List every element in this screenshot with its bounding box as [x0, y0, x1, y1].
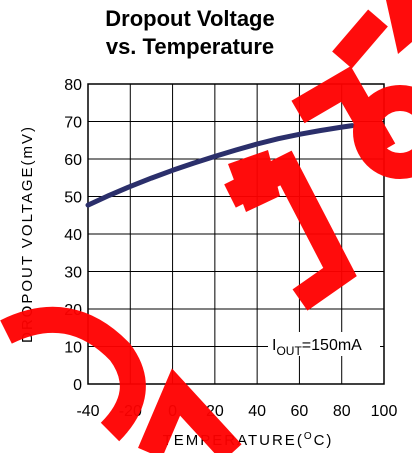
- watermark-wedge-2: [386, 0, 412, 54]
- annotation-sub: OUT: [276, 344, 302, 358]
- watermark-wedge-1: [228, 150, 280, 212]
- y-tick-label-3: 30: [64, 265, 82, 282]
- series-line-dropout: [85, 123, 355, 208]
- annotation-background: [268, 332, 380, 356]
- x-tick-label-0: -40: [76, 403, 99, 420]
- chart-title-line-2: vs. Temperature: [106, 34, 274, 59]
- y-axis-label: DROPOUT VOLTAGE(mV): [19, 125, 36, 343]
- y-tick-label-5: 50: [64, 190, 82, 207]
- plot-frame: [87, 83, 385, 385]
- y-tick-label-6: 60: [64, 152, 82, 169]
- watermark-stroke-6: [353, 85, 412, 179]
- x-axis-label: TEMPERATURE(OC): [163, 431, 334, 449]
- x-tick-label-6: 80: [333, 403, 351, 420]
- y-tick-label-4: 40: [64, 227, 82, 244]
- chart-title-line-1: Dropout Voltage: [105, 6, 274, 31]
- x-axis-label-unit: C): [314, 432, 334, 449]
- annotation-rest: =150mA: [302, 337, 362, 354]
- x-axis-label-paren: (: [297, 432, 304, 449]
- chart-title: Dropout Voltage vs. Temperature: [105, 6, 274, 59]
- annotation-main: I: [272, 337, 276, 354]
- y-tick-label-1: 10: [64, 340, 82, 357]
- watermark-stroke-2: [138, 368, 242, 453]
- x-axis-label-degree: O: [304, 431, 314, 442]
- watermark-stroke-1: [0, 306, 146, 442]
- watermark-stroke-5: [332, 9, 388, 69]
- x-tick-label-7: 100: [371, 403, 398, 420]
- current-annotation: IOUT=150mA: [268, 332, 380, 358]
- annotation-text: IOUT=150mA: [272, 337, 362, 358]
- y-tick-label-7: 70: [64, 115, 82, 132]
- x-tick-label-4: 40: [248, 403, 266, 420]
- y-tick-label-0: 0: [73, 377, 82, 394]
- x-tick-label-5: 60: [291, 403, 309, 420]
- y-tick-label-8: 80: [64, 77, 82, 94]
